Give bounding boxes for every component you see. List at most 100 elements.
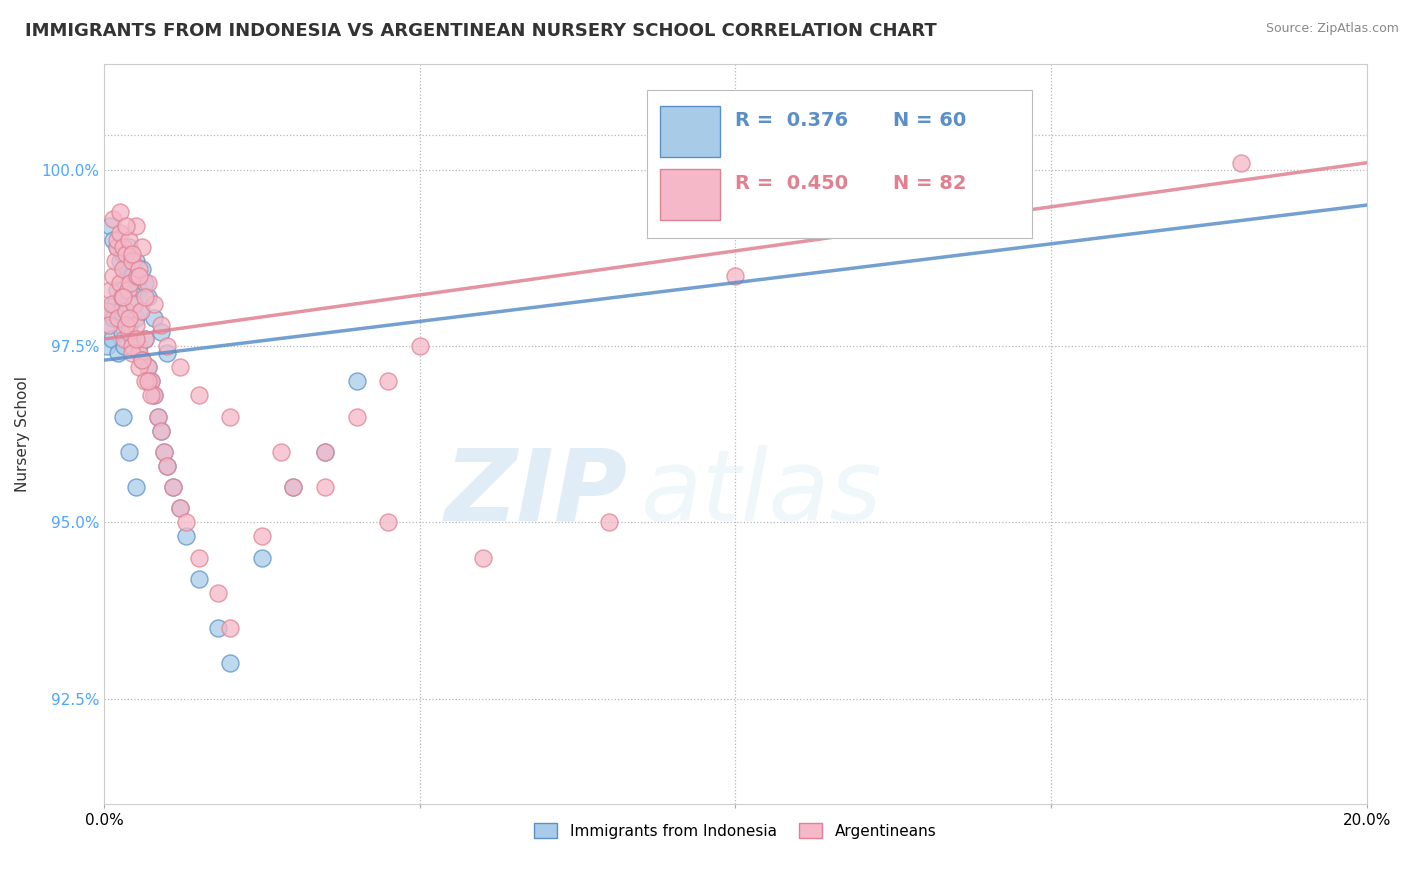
Point [377,374,399,388]
Point [134,332,156,346]
Point [98,283,121,297]
Point [98,219,121,234]
Point [283,480,305,494]
Point [134,276,156,290]
Point [118,310,141,325]
Point [283,480,305,494]
Point [136,276,159,290]
Point [108,303,131,318]
Point [129,303,152,318]
Point [207,621,229,635]
Point [169,501,191,516]
Point [105,283,128,297]
Point [187,572,209,586]
Point [207,586,229,600]
Point [174,516,197,530]
Point [115,219,138,234]
Point [107,346,129,360]
Point [128,268,150,283]
Point [146,409,169,424]
Point [96,303,118,318]
Point [128,339,150,353]
Point [124,254,146,268]
Point [118,233,141,247]
Text: N = 82: N = 82 [893,174,967,193]
Point [121,254,143,268]
Point [471,550,494,565]
Point [250,550,273,565]
Point [314,480,336,494]
Point [143,388,166,402]
Point [134,290,156,304]
Point [124,318,146,332]
Point [141,388,163,402]
Point [270,445,292,459]
Point [124,310,146,325]
Point [149,424,172,438]
Point [108,254,131,268]
Point [118,240,141,254]
Text: IMMIGRANTS FROM INDONESIA VS ARGENTINEAN NURSERY SCHOOL CORRELATION CHART: IMMIGRANTS FROM INDONESIA VS ARGENTINEAN… [25,22,936,40]
Point [346,374,368,388]
Point [128,346,150,360]
Point [141,374,163,388]
Point [117,283,139,297]
Point [118,318,141,332]
Point [124,332,146,346]
Point [120,276,142,290]
Point [118,445,141,459]
Point [598,516,620,530]
Point [149,318,172,332]
Point [136,360,159,375]
Point [100,297,122,311]
Text: atlas: atlas [641,445,883,542]
Point [111,409,134,424]
Point [105,233,128,247]
Point [136,290,159,304]
Point [118,325,141,339]
Point [143,297,166,311]
Point [156,339,179,353]
Point [124,480,146,494]
Point [103,310,125,325]
Point [187,388,209,402]
FancyBboxPatch shape [647,90,1032,238]
Point [105,240,128,254]
Point [314,445,336,459]
Point [143,388,166,402]
Point [121,268,143,283]
Point [96,339,118,353]
Point [115,303,138,318]
Point [134,374,156,388]
Point [121,346,143,360]
Point [108,227,131,241]
Point [125,268,148,283]
Point [219,657,242,671]
Point [136,360,159,375]
Point [156,458,179,473]
Point [169,501,191,516]
Text: N = 60: N = 60 [893,111,966,129]
Point [124,219,146,234]
Point [128,261,150,276]
Point [108,276,131,290]
Point [408,339,430,353]
Point [115,247,138,261]
Point [125,276,148,290]
Point [156,346,179,360]
Point [105,240,128,254]
Point [111,325,134,339]
Point [112,339,135,353]
Point [174,529,197,543]
Point [112,332,135,346]
Point [153,445,176,459]
Text: R =  0.450: R = 0.450 [735,174,848,193]
Point [346,409,368,424]
Point [250,529,273,543]
Point [108,205,131,219]
Point [124,297,146,311]
Point [136,374,159,388]
Point [141,374,163,388]
Point [187,550,209,565]
Point [103,268,125,283]
